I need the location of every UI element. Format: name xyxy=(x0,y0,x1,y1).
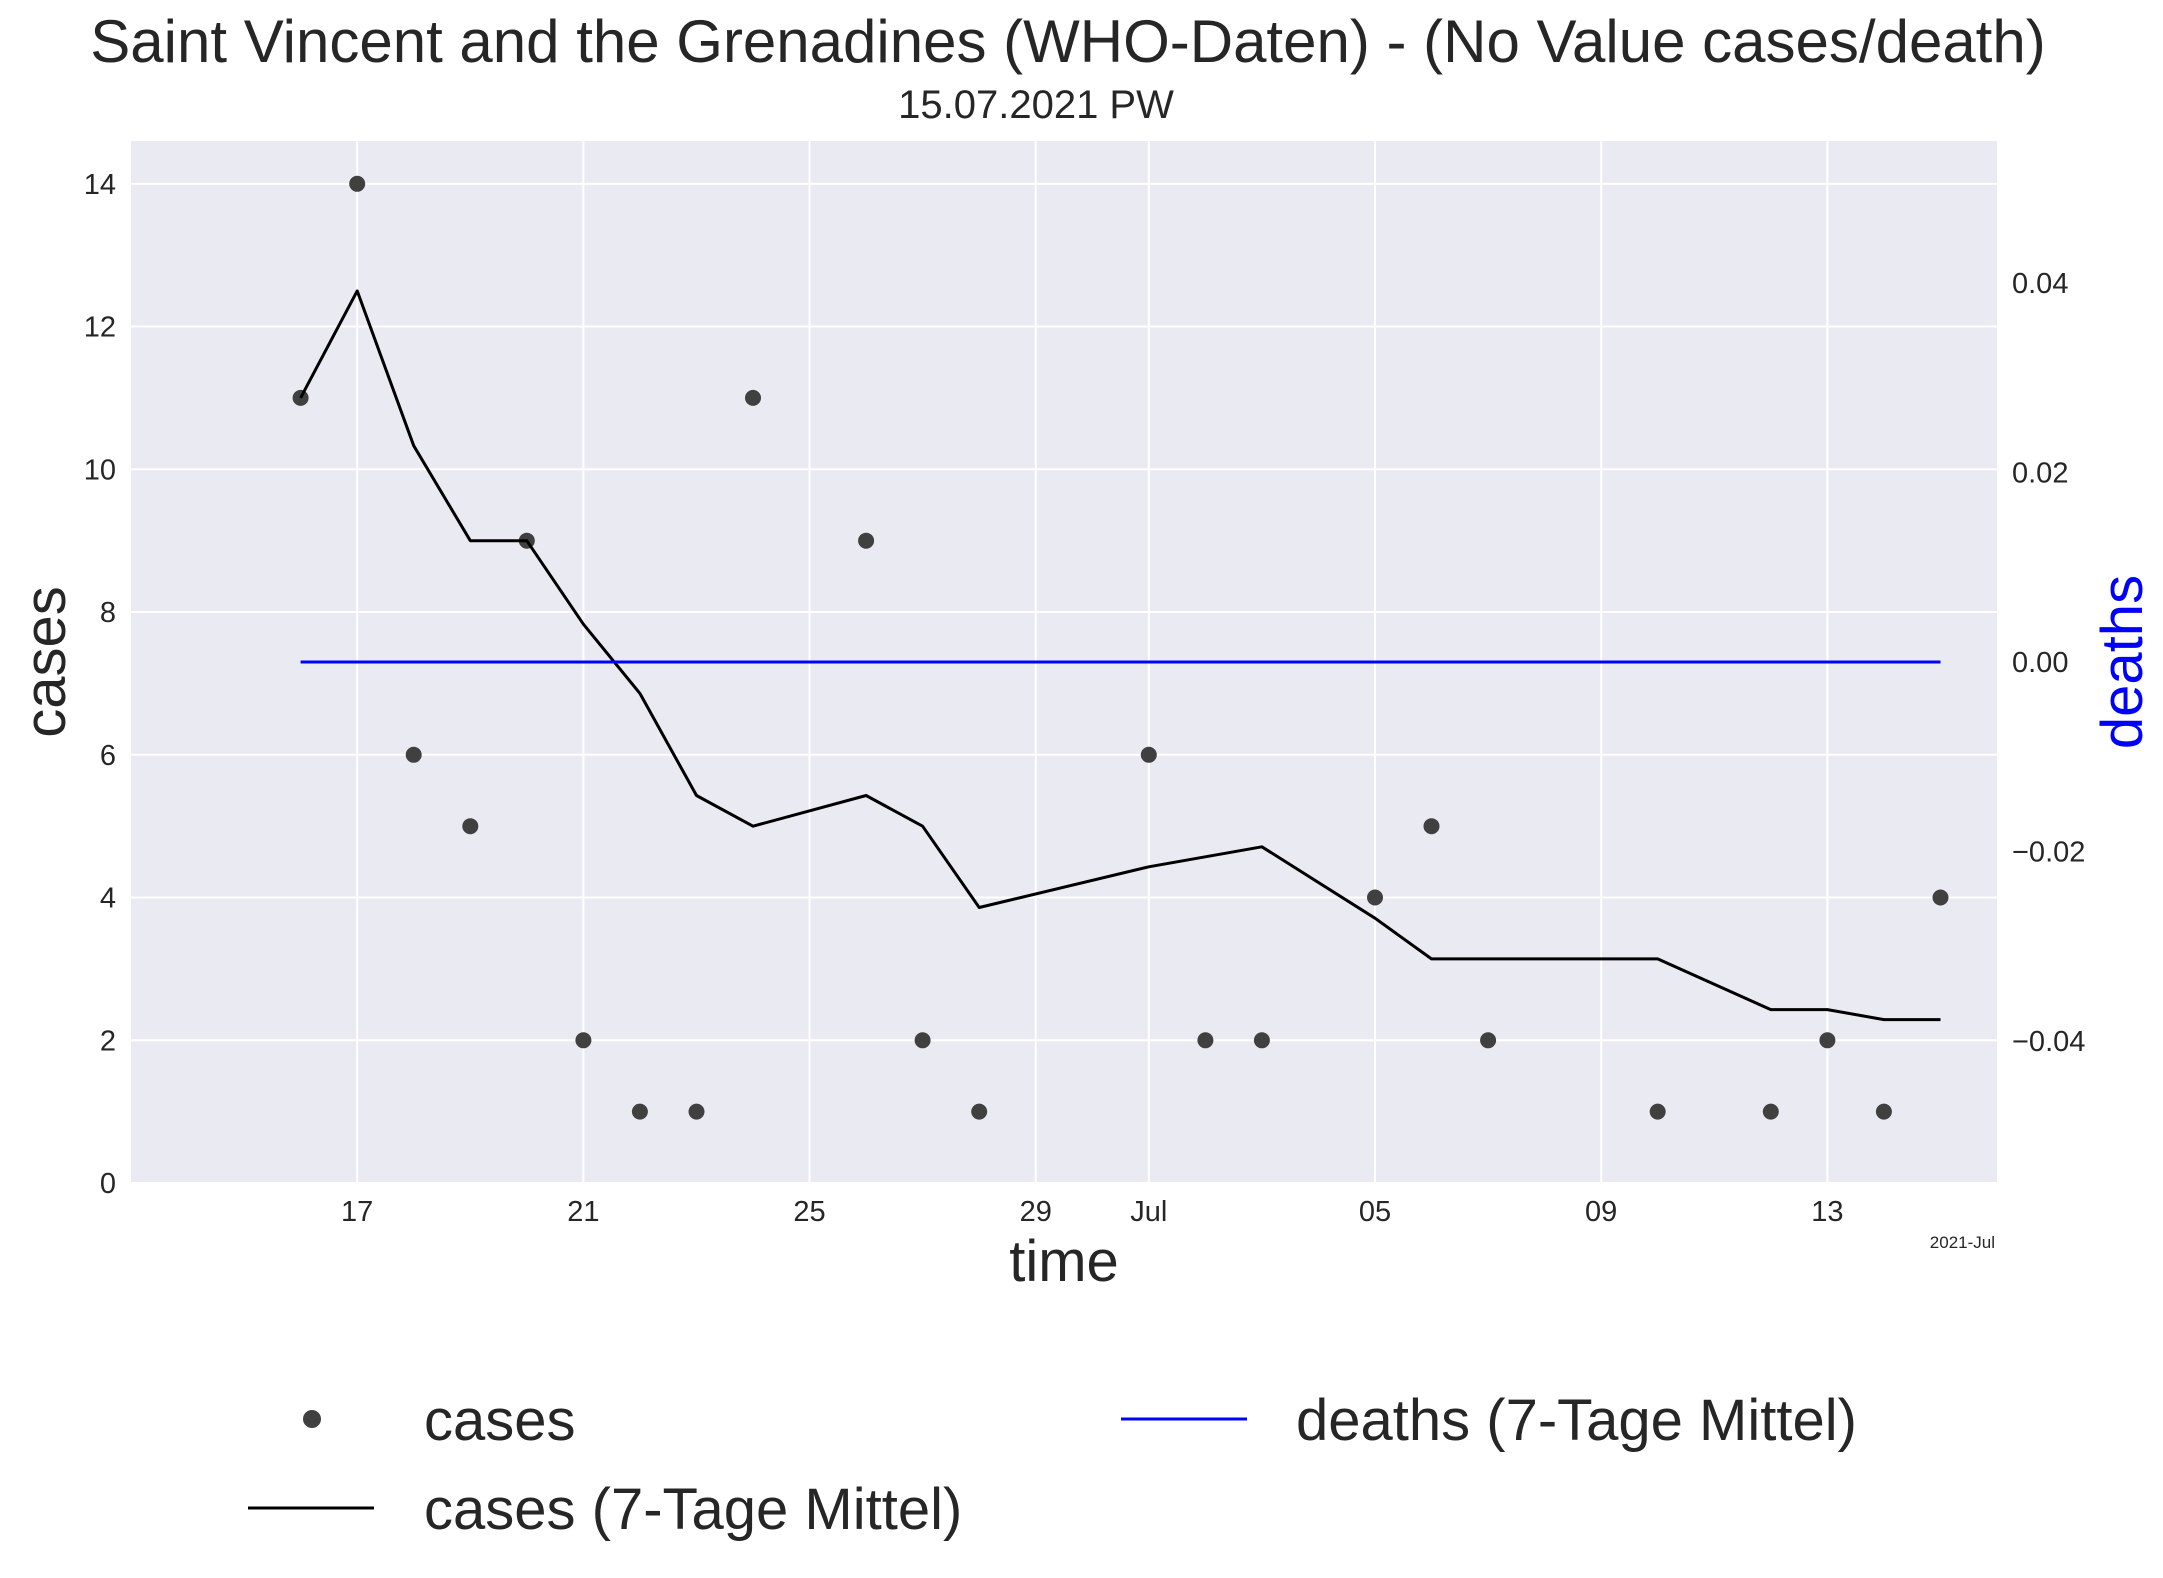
y-tick-label-right: 0.04 xyxy=(2012,268,2068,300)
cases-point xyxy=(1875,1103,1892,1120)
y-axis-label-right: deaths xyxy=(2090,575,2155,749)
cases-point xyxy=(631,1103,648,1120)
cases-point xyxy=(1423,818,1440,835)
cases-point xyxy=(914,1032,931,1049)
x-tick-label: 17 xyxy=(341,1196,373,1228)
cases-point xyxy=(1140,746,1157,763)
cases-point xyxy=(1819,1032,1836,1049)
x-tick-label: Jul xyxy=(1130,1196,1167,1228)
cases-point xyxy=(1649,1103,1666,1120)
y-tick-label-left: 4 xyxy=(100,883,116,915)
x-tick-label: 21 xyxy=(567,1196,599,1228)
cases-point xyxy=(1932,889,1949,906)
y-tick-label-right: 0.02 xyxy=(2012,458,2068,490)
cases-point xyxy=(1480,1032,1497,1049)
y-tick-label-left: 10 xyxy=(84,454,116,486)
cases-point xyxy=(349,175,366,192)
y-tick-label-right: 0.00 xyxy=(2012,647,2068,679)
cases-point xyxy=(1367,889,1383,906)
y-tick-label-right: −0.04 xyxy=(2012,1026,2085,1058)
y-tick-label-left: 0 xyxy=(100,1168,116,1200)
grid xyxy=(131,141,1997,1184)
series xyxy=(292,175,1949,1120)
chart-subtitle: 15.07.2021 PW xyxy=(898,83,1174,127)
x-tick-label: 13 xyxy=(1811,1196,1843,1228)
legend-cases-avg-label: cases (7-Tage Mittel) xyxy=(424,1477,962,1542)
cases-point xyxy=(1197,1032,1214,1049)
legend-deaths-avg-label: deaths (7-Tage Mittel) xyxy=(1296,1388,1857,1453)
cases-point xyxy=(405,746,422,763)
chart-title: Saint Vincent and the Grenadines (WHO-Da… xyxy=(90,8,2045,75)
tick-labels: 17 21 25 29 Jul 05 09 13 0 2 4 6 8 10 12 14 −0.04 −0.02 0.… xyxy=(84,169,2086,1228)
cases-point xyxy=(971,1103,988,1120)
legend-cases-label: cases xyxy=(424,1388,576,1453)
y-tick-label-left: 6 xyxy=(100,740,116,772)
legend-cases-marker xyxy=(303,1410,321,1428)
y-tick-label-right: −0.02 xyxy=(2012,836,2085,868)
y-tick-label-left: 12 xyxy=(84,312,116,344)
x-axis-label: time xyxy=(1009,1229,1119,1294)
y-tick-label-left: 14 xyxy=(84,169,116,201)
cases-point xyxy=(858,532,875,549)
cases-point xyxy=(1253,1032,1270,1049)
y-axis-label-left: cases xyxy=(13,586,78,738)
legend: cases cases (7-Tage Mittel) deaths (7-Ta… xyxy=(248,1388,1857,1542)
cases-point xyxy=(745,389,761,406)
cases-point xyxy=(1762,1103,1779,1120)
x-axis-offset-label: 2021-Jul xyxy=(1930,1233,1995,1252)
y-tick-label-left: 2 xyxy=(100,1025,116,1057)
x-tick-label: 05 xyxy=(1359,1196,1391,1228)
cases-point xyxy=(688,1103,705,1120)
cases-avg-line xyxy=(299,289,1941,1022)
x-tick-label: 25 xyxy=(793,1196,825,1228)
x-tick-label: 09 xyxy=(1585,1196,1617,1228)
x-tick-label: 29 xyxy=(1020,1196,1052,1228)
y-tick-label-left: 8 xyxy=(100,597,116,629)
cases-point xyxy=(462,818,479,835)
cases-point xyxy=(575,1032,592,1049)
